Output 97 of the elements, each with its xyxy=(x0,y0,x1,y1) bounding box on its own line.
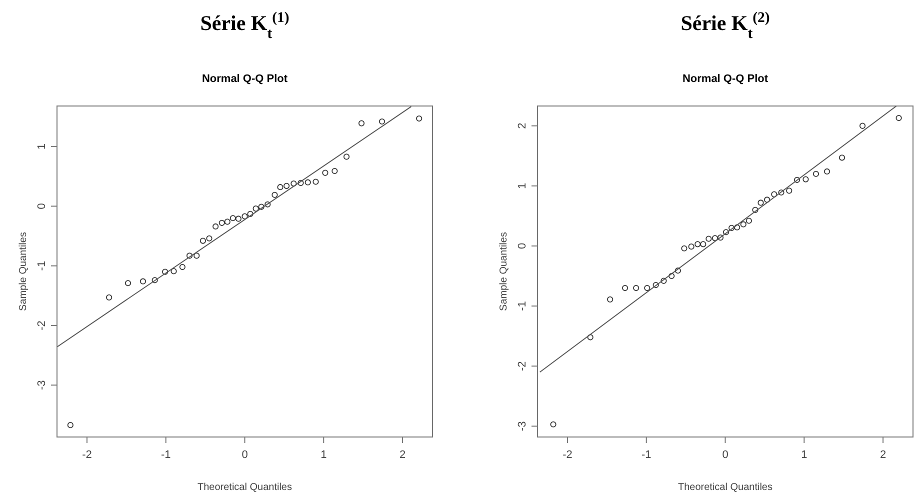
y-axis-title: Sample Quantiles xyxy=(18,232,29,311)
point xyxy=(896,114,902,122)
point xyxy=(859,122,866,129)
y-tick-label: -1 xyxy=(516,301,528,311)
point xyxy=(290,180,297,187)
point xyxy=(277,184,284,190)
x-tick-label: 1 xyxy=(801,449,808,461)
point xyxy=(200,238,206,244)
y-tick-label: -3 xyxy=(36,380,48,390)
point xyxy=(728,224,735,231)
point xyxy=(717,234,724,241)
point xyxy=(764,196,770,203)
point xyxy=(224,218,230,225)
point xyxy=(746,218,752,224)
point xyxy=(179,264,186,270)
y-tick-label: 0 xyxy=(36,203,48,210)
point xyxy=(778,189,784,196)
point xyxy=(700,241,706,248)
point xyxy=(252,206,259,212)
point xyxy=(416,115,422,122)
y-tick-label: -2 xyxy=(516,361,528,372)
point xyxy=(812,170,820,177)
point xyxy=(152,277,158,284)
point xyxy=(771,191,778,198)
point xyxy=(794,176,800,183)
point xyxy=(660,278,667,284)
point xyxy=(264,201,271,208)
point xyxy=(242,213,248,220)
point xyxy=(206,235,212,242)
point xyxy=(824,168,830,175)
x-axis-title: Theoretical Quantiles xyxy=(198,482,292,493)
point xyxy=(332,168,338,174)
y-tick-label: -1 xyxy=(36,260,48,271)
point xyxy=(587,334,594,340)
x-tick-label: -2 xyxy=(82,449,92,461)
x-tick-label: 1 xyxy=(320,449,327,461)
y-tick-label: -2 xyxy=(36,320,48,330)
point xyxy=(218,220,225,226)
point xyxy=(272,192,278,198)
point xyxy=(235,216,242,222)
point xyxy=(247,210,254,217)
point xyxy=(633,284,640,292)
point xyxy=(722,229,730,236)
point xyxy=(124,280,132,286)
x-tick-label: -1 xyxy=(641,449,652,461)
point xyxy=(358,120,365,126)
point xyxy=(644,284,650,292)
point xyxy=(67,422,74,428)
x-tick-label: 2 xyxy=(880,449,886,461)
point xyxy=(688,244,694,250)
point xyxy=(734,224,740,230)
point xyxy=(322,170,328,176)
point xyxy=(378,118,386,125)
y-tick-label: 0 xyxy=(516,242,528,250)
x-tick-label: 0 xyxy=(722,449,728,461)
chart-subtitle: Normal Q-Q Plot xyxy=(682,73,768,85)
x-tick-label: 0 xyxy=(242,449,248,461)
point xyxy=(802,176,809,182)
point xyxy=(712,235,718,242)
point xyxy=(170,268,177,274)
point xyxy=(258,204,264,210)
point xyxy=(298,180,304,186)
point xyxy=(162,268,168,275)
point xyxy=(186,252,193,259)
point xyxy=(740,221,746,228)
chart-subtitle: Normal Q-Q Plot xyxy=(202,73,288,85)
point xyxy=(622,284,628,292)
point xyxy=(838,154,846,161)
x-tick-label: -2 xyxy=(562,449,572,461)
point xyxy=(212,223,219,230)
point xyxy=(106,294,112,300)
point xyxy=(607,296,614,302)
x-tick-label: 2 xyxy=(399,449,406,461)
y-axis-title: Sample Quantiles xyxy=(498,232,510,311)
point xyxy=(652,282,659,288)
point xyxy=(312,178,319,185)
y-tick-label: 1 xyxy=(36,143,48,150)
y-tick-label: -3 xyxy=(516,421,528,432)
y-tick-label: 2 xyxy=(516,122,528,129)
point xyxy=(194,252,200,259)
point xyxy=(674,268,681,274)
y-tick-label: 1 xyxy=(516,182,528,189)
point xyxy=(550,421,556,428)
point xyxy=(706,236,712,242)
point xyxy=(304,179,311,186)
point xyxy=(284,182,290,189)
point xyxy=(694,241,701,248)
point xyxy=(758,200,764,206)
point xyxy=(752,206,758,213)
point xyxy=(681,245,688,252)
point xyxy=(668,272,675,280)
x-tick-label: -1 xyxy=(160,449,171,461)
point xyxy=(140,278,146,284)
point xyxy=(343,154,350,160)
x-axis-title: Theoretical Quantiles xyxy=(678,482,772,493)
point xyxy=(786,188,792,194)
point xyxy=(230,215,236,222)
